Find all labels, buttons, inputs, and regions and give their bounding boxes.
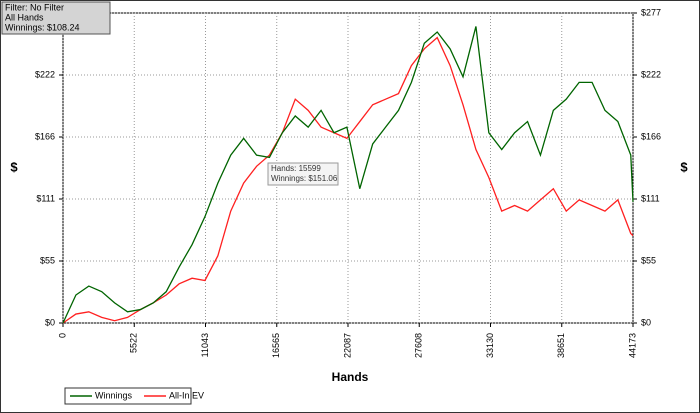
tooltip [267, 162, 339, 186]
info-text: All Hands [5, 12, 44, 22]
x-tick-label: 38651 [556, 333, 566, 358]
y2-tick-label: $55 [641, 255, 656, 265]
series-line [62, 26, 634, 324]
y-axis-label: $ [10, 159, 18, 174]
y2-tick-label: $111 [641, 193, 660, 203]
plot-area [62, 12, 634, 324]
tooltip-text: Winnings: $151.06 [271, 174, 338, 183]
legend-label: All-In EV [169, 390, 204, 400]
y-tick-label: $166 [35, 131, 55, 141]
x-tick-label: 11043 [200, 333, 210, 357]
y-tick-label: $0 [45, 317, 55, 327]
tooltip-text: Hands: 15599 [271, 164, 321, 173]
y2-axis-label: $ [680, 159, 688, 174]
x-tick-label: 33130 [485, 333, 495, 358]
x-tick-label: 5522 [129, 333, 139, 353]
legend-label: Winnings [95, 390, 133, 400]
x-tick-label: 0 [57, 333, 67, 338]
y2-tick-label: $166 [641, 131, 661, 141]
x-tick-label: 27608 [414, 333, 424, 358]
info-text: Filter: No Filter [5, 2, 64, 12]
series-line [62, 36, 634, 324]
x-tick-label: 44173 [627, 333, 637, 358]
y2-tick-label: $0 [641, 317, 651, 327]
y2-tick-label: $277 [641, 7, 661, 17]
y2-tick-label: $222 [641, 69, 661, 79]
y-tick-label: $111 [36, 193, 55, 203]
legend [64, 387, 192, 405]
y-tick-label: $55 [40, 255, 55, 265]
info-box [1, 1, 111, 35]
y-tick-label: $222 [35, 69, 55, 79]
info-text: Winnings: $108.24 [5, 22, 80, 32]
x-axis-label: Hands [332, 370, 369, 384]
x-tick-label: 16565 [271, 333, 281, 358]
x-tick-label: 22087 [342, 333, 352, 358]
